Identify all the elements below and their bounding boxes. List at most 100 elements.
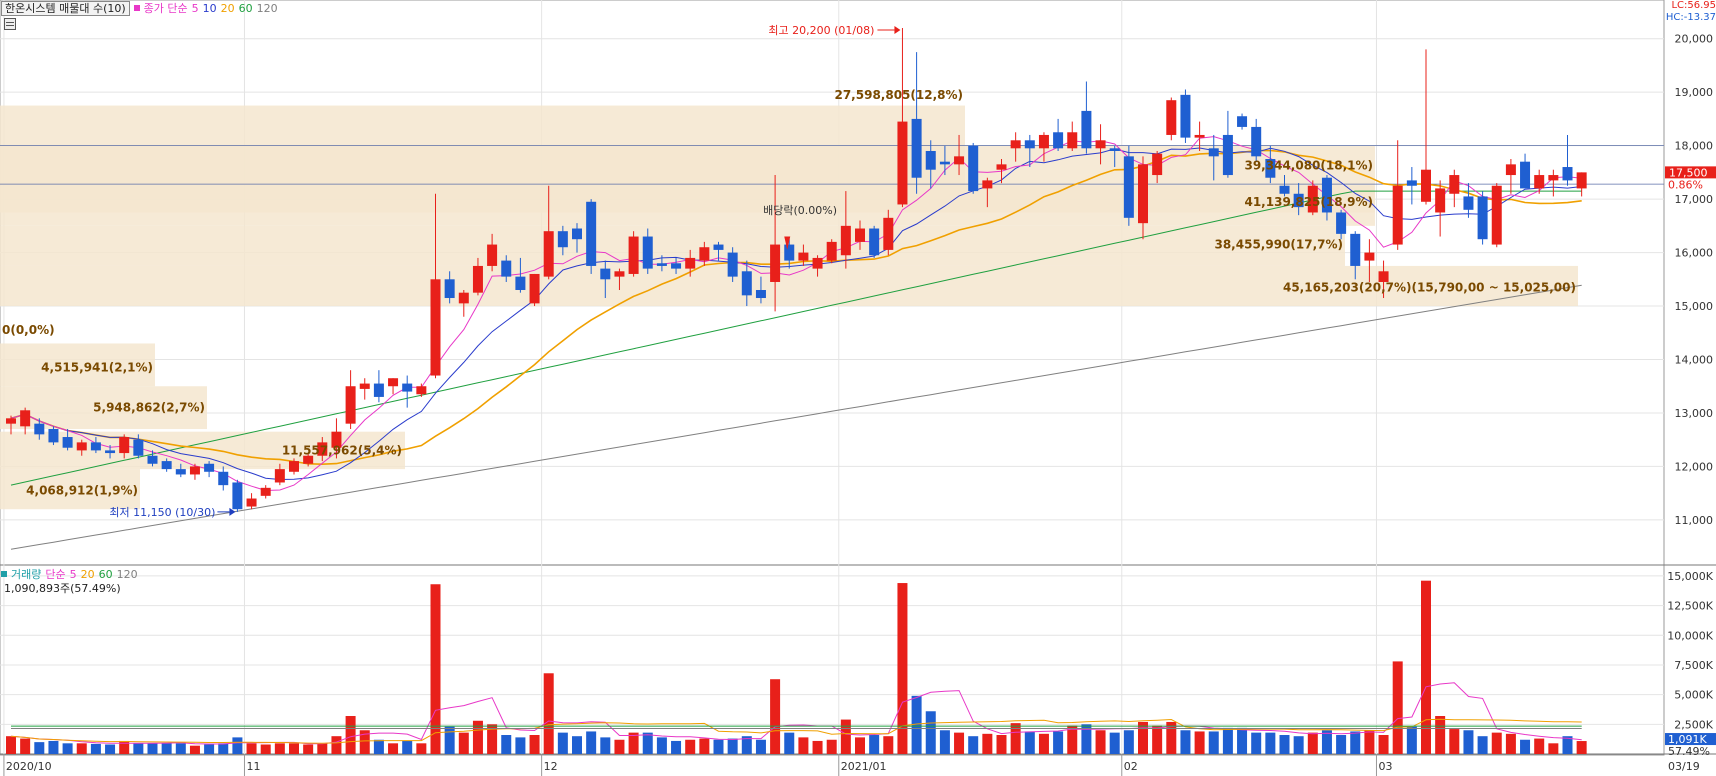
- volume-bar: [798, 737, 809, 754]
- ma-label: 종가 단순: [143, 2, 188, 15]
- volume-bar: [925, 711, 936, 754]
- volume-tick-label: 10,000K: [1667, 629, 1713, 642]
- lc-value: LC:56.95: [1671, 0, 1716, 11]
- ma120-label: 120: [256, 1, 278, 15]
- candle-body: [1222, 134, 1233, 176]
- volume-bar: [246, 743, 257, 754]
- candle-body: [1067, 132, 1078, 149]
- table-toggle-icon[interactable]: [4, 18, 16, 30]
- candle-body: [105, 450, 116, 454]
- candle-body: [147, 455, 158, 464]
- volume-bar: [90, 743, 101, 754]
- candle-body: [501, 260, 512, 277]
- candle-body: [812, 257, 823, 269]
- volume-bar: [189, 745, 200, 754]
- candle-body: [1421, 169, 1431, 202]
- volume-bar: [996, 735, 1007, 754]
- volume-bar: [1336, 735, 1347, 754]
- ma10-line: [10, 147, 1582, 481]
- volume-tick-label: 15,000K: [1667, 570, 1713, 583]
- volume-bar: [1364, 730, 1375, 754]
- date-label: 2021/01: [841, 760, 887, 773]
- candle-body: [982, 180, 993, 189]
- volume-bar: [105, 744, 116, 754]
- candle-body: [48, 429, 59, 443]
- volume-profile-label: 27,598,805(12,8%): [834, 88, 963, 102]
- candle-body: [614, 271, 625, 277]
- candle-body: [741, 271, 752, 296]
- dividend-arrow-icon: [784, 236, 791, 250]
- candle-body: [373, 383, 384, 397]
- vol-ma20-label: 20: [80, 567, 95, 581]
- ma10-label: 10: [202, 1, 217, 15]
- volume-profile-band: [0, 265, 1578, 307]
- candle-body: [529, 273, 540, 304]
- candle-body: [1038, 134, 1049, 149]
- volume-profile-label: 0(0,0%): [2, 323, 55, 337]
- volume-bar: [402, 740, 413, 754]
- candle-body: [161, 461, 172, 470]
- candle-body: [1081, 110, 1092, 149]
- candle-body: [1251, 126, 1262, 157]
- candle-body: [1194, 134, 1205, 138]
- volume-bar: [1123, 730, 1134, 754]
- low-arrow-head: [229, 507, 236, 516]
- candle-body: [1562, 167, 1573, 181]
- candle-body: [1491, 185, 1502, 245]
- candle-body: [416, 386, 427, 395]
- candle-body: [755, 290, 766, 299]
- chart-title[interactable]: 한온시스템 매물대 수(10): [1, 0, 130, 16]
- volume-profile-band: [0, 225, 1345, 266]
- volume-bar: [784, 732, 795, 754]
- volume-tick-label: 12,500K: [1667, 600, 1713, 613]
- candle-body: [1576, 172, 1587, 189]
- candle-body: [133, 439, 144, 456]
- candle-body: [289, 461, 299, 472]
- candle-body: [232, 482, 243, 510]
- volume-bar: [1350, 731, 1361, 754]
- price-tick-label: 12,000: [1675, 460, 1714, 473]
- volume-bar: [1562, 736, 1573, 754]
- volume-bar: [911, 695, 922, 754]
- volume-legend: 거래량 단순 5 20 60 120: [1, 566, 138, 582]
- volume-bar: [1321, 730, 1332, 754]
- candle-body: [260, 487, 271, 496]
- candle-body: [487, 244, 498, 266]
- candle-body: [628, 236, 639, 274]
- date-label: 11: [246, 760, 260, 773]
- volume-tick-label: 5,000K: [1674, 689, 1713, 702]
- candle-body: [1336, 212, 1347, 234]
- ma120-line: [10, 284, 1582, 550]
- price-tick-label: 20,000: [1675, 33, 1714, 46]
- volume-bar: [968, 736, 979, 754]
- price-tick-label: 13,000: [1675, 407, 1714, 420]
- volume-bar: [20, 738, 31, 754]
- candle-body: [1321, 177, 1332, 213]
- volume-profile-label: 4,515,941(2,1%): [41, 361, 153, 375]
- volume-profile-label: 41,139,825(18,9%): [1244, 195, 1373, 209]
- volume-bar: [543, 673, 554, 754]
- volume-profile-band: [0, 343, 155, 387]
- candle-body: [1237, 116, 1248, 127]
- candle-body: [204, 463, 215, 472]
- candle-body: [359, 383, 370, 389]
- volume-bar: [359, 730, 370, 754]
- volume-bar: [529, 735, 540, 754]
- volume-bar: [1265, 732, 1276, 754]
- volume-bar: [1505, 733, 1516, 754]
- volume-bar: [487, 724, 498, 754]
- volume-label: 거래량: [11, 568, 42, 581]
- candle-body: [515, 276, 526, 290]
- candle-body: [671, 263, 682, 269]
- ma5-label: 5: [191, 1, 199, 15]
- candle-body: [20, 410, 31, 427]
- volume-bar: [812, 740, 823, 754]
- volume-bar: [1180, 730, 1191, 754]
- candle-body: [1010, 140, 1021, 149]
- volume-bar: [1477, 736, 1488, 754]
- candle-body: [968, 145, 979, 192]
- candle-body: [1435, 188, 1446, 213]
- volume-bar: [557, 732, 568, 754]
- candle-body: [1534, 175, 1545, 189]
